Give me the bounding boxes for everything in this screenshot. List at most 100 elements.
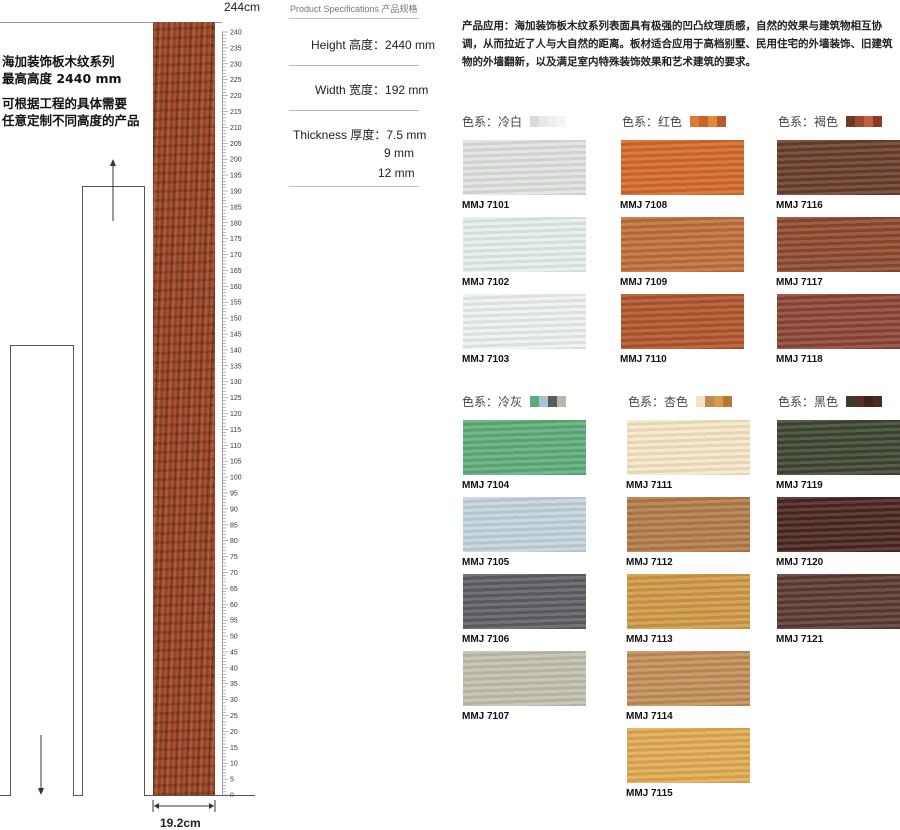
ruler-tick-label: 65 [230,586,238,593]
color-group-label: 色系：黑色 [778,395,839,409]
width-dimension-label: 19.2cm [160,816,201,830]
color-chips [846,116,883,127]
ruler-tick-label: 25 [230,713,238,720]
spec-divider [289,18,419,19]
ruler-tick-label: 30 [230,697,238,704]
ruler-tick-label: 130 [230,379,242,386]
custom-note-line2: 任意定制不同高度的产品 [2,113,140,128]
ruler-tick-label: 145 [230,332,242,339]
color-chip [717,116,727,127]
wood-color-swatch [627,574,750,629]
color-chip [714,396,724,407]
wood-color-swatch [777,140,900,195]
wood-color-swatch [627,497,750,552]
ruler-tick-label: 70 [230,570,238,577]
color-chip [557,396,567,407]
ruler-tick-label: 165 [230,268,242,275]
product-code: MMJ 7101 [462,200,510,211]
ruler-tick-label: 225 [230,77,242,84]
color-group-title: 色系：红色 [622,113,727,130]
product-code: MMJ 7117 [776,277,823,288]
ruler-tick-label: 110 [230,443,241,450]
wood-color-swatch [777,420,900,475]
spec-height-value: 2440 mm [385,38,436,52]
color-chip [873,116,883,127]
spec-thickness-value: 12 mm [378,166,415,180]
color-chip [530,396,540,407]
ruler-tick-label: 235 [230,45,242,52]
custom-note-line1: 可根据工程的具体需要 [2,96,128,111]
color-chip [548,116,558,127]
color-chips [530,116,567,127]
product-code: MMJ 7103 [462,354,510,365]
ruler-tick-label: 220 [230,93,242,100]
spec-width-label: Width 宽度： [315,83,386,97]
wood-plank-sample [153,22,215,795]
color-chip [864,396,874,407]
spec-thickness-label: Thickness 厚度： [293,128,387,142]
height-arrows [38,159,116,795]
product-code: MMJ 7107 [462,711,510,722]
wood-color-swatch [463,574,586,629]
ruler-tick-label: 95 [230,490,238,497]
wood-color-swatch [777,294,900,349]
color-chip [696,396,706,407]
color-chip [539,396,549,407]
ruler-tick-label: 15 [230,745,238,752]
product-code: MMJ 7118 [776,354,823,365]
wood-color-swatch [463,651,586,706]
product-code: MMJ 7108 [620,200,668,211]
product-code: MMJ 7102 [462,277,510,288]
wood-color-swatch [463,497,586,552]
ruler-tick-label: 85 [230,522,238,529]
color-group-label: 色系：褐色 [778,115,839,129]
color-chip [864,116,874,127]
ruler-tick-label: 50 [230,634,238,641]
wood-color-swatch [463,420,586,475]
product-code: MMJ 7121 [776,634,824,645]
custom-note: 可根据工程的具体需要 任意定制不同高度的产品 [2,95,140,129]
ruler-tick-label: 90 [230,506,238,513]
color-chip [530,116,540,127]
ruler-tick-label: 150 [230,316,242,323]
product-code: MMJ 7114 [626,711,673,722]
ruler-tick-label: 35 [230,681,238,688]
color-chip [855,116,865,127]
color-group-title: 色系：褐色 [778,113,883,130]
ruler-tick-label: 140 [230,347,242,354]
color-chips [530,396,567,407]
color-group-title: 色系：杏色 [628,393,733,410]
spec-thickness-value: 9 mm [384,146,414,160]
product-code: MMJ 7105 [462,557,510,568]
spec-title: Product Specifications 产品规格 [290,4,418,14]
ruler-tick-label: 10 [230,761,238,768]
color-group-label: 色系：杏色 [628,395,689,409]
product-code: MMJ 7111 [626,480,673,491]
ruler-tick-label: 120 [230,411,242,418]
wood-color-swatch [463,294,586,349]
ruler-tick-label: 105 [230,459,242,466]
ruler-tick-label: 0 [230,793,234,798]
max-height-text: 最高高度 2440 mm [2,71,122,86]
spec-height-label: Height 高度： [311,38,386,52]
wood-color-swatch [627,651,750,706]
color-chip [557,116,567,127]
color-group-title: 色系：冷白 [462,113,567,130]
height-box-short [10,345,74,796]
color-group-label: 色系：冷白 [462,115,523,129]
ruler-tick-label: 80 [230,538,238,545]
product-code: MMJ 7120 [776,557,824,568]
spec-width-value: 192 mm [385,83,429,97]
wood-color-swatch [627,728,750,783]
spec-width: Width 宽度：192 mm [315,81,428,98]
ruler-tick-label: 230 [230,61,242,68]
color-group-title: 色系：冷灰 [462,393,567,410]
wood-color-swatch [621,294,744,349]
ruler-tick-label: 40 [230,665,238,672]
color-group-label: 色系：红色 [622,115,683,129]
ruler-tick-label: 210 [230,125,242,132]
product-code: MMJ 7112 [626,557,673,568]
wood-color-swatch [621,140,744,195]
wood-color-swatch [777,574,900,629]
product-code: MMJ 7116 [776,200,823,211]
